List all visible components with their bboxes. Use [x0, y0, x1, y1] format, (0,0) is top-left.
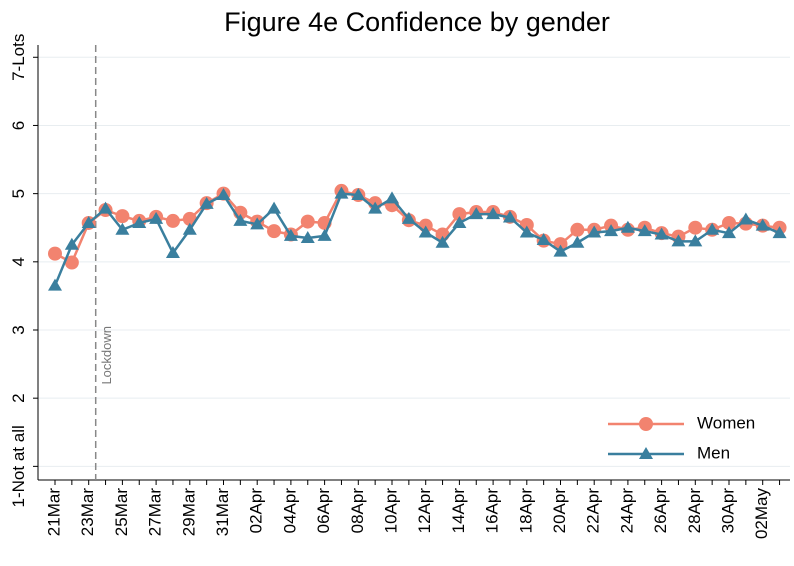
data-point — [705, 222, 720, 235]
x-tick-label: 10Apr — [381, 488, 400, 534]
y-tick-label: 6 — [9, 121, 28, 130]
legend-marker — [639, 447, 653, 459]
data-point — [165, 245, 180, 258]
data-point — [149, 211, 164, 224]
x-tick-label: 04Apr — [280, 488, 299, 534]
x-tick-label: 23Mar — [78, 488, 97, 537]
legend-marker — [639, 417, 653, 431]
data-point — [772, 226, 787, 239]
data-point — [115, 222, 130, 235]
x-tick-label: 14Apr — [449, 488, 468, 534]
data-point — [115, 209, 130, 224]
data-point — [418, 225, 433, 238]
data-point — [654, 227, 669, 240]
x-tick-label: 06Apr — [314, 488, 333, 534]
data-point — [722, 215, 736, 230]
data-point — [48, 246, 62, 261]
y-tick-label: 1-Not at all — [9, 425, 28, 507]
data-point — [351, 188, 366, 200]
data-point — [199, 196, 214, 209]
data-point — [132, 215, 147, 228]
x-tick-label: 28Apr — [685, 488, 704, 534]
data-point — [48, 278, 62, 291]
x-tick-label: 29Mar — [179, 488, 198, 537]
data-point — [469, 207, 484, 220]
data-point — [250, 217, 265, 230]
data-point — [570, 222, 585, 237]
data-point — [165, 213, 180, 228]
x-tick-label: 12Apr — [415, 488, 434, 534]
y-tick-label: 5 — [9, 189, 28, 198]
x-tick-label: 02May — [752, 488, 771, 540]
y-tick-label: 4 — [9, 257, 28, 266]
data-point — [401, 211, 416, 224]
data-point — [688, 234, 703, 247]
data-point — [300, 230, 315, 243]
data-point — [81, 215, 96, 228]
data-point — [98, 201, 113, 214]
data-point — [620, 220, 635, 233]
data-point — [385, 191, 399, 204]
x-tick-label: 16Apr — [483, 488, 502, 534]
data-point — [435, 235, 450, 248]
legend-label: Women — [697, 413, 755, 432]
data-point — [452, 207, 467, 222]
annotation: Lockdown — [99, 326, 114, 385]
data-point — [587, 225, 602, 238]
data-point — [536, 233, 551, 245]
x-tick-label: 22Apr — [584, 488, 603, 534]
y-tick-label: 3 — [9, 325, 28, 334]
x-tick-label: 20Apr — [550, 488, 569, 534]
x-tick-label: 25Mar — [112, 488, 131, 537]
data-point — [334, 186, 349, 199]
data-point — [553, 244, 568, 257]
x-tick-label: 21Mar — [44, 488, 63, 537]
x-tick-label: 27Mar — [146, 488, 165, 537]
data-point — [637, 224, 652, 237]
data-point — [182, 222, 197, 235]
data-point — [283, 228, 298, 241]
data-point — [267, 224, 282, 239]
data-point — [671, 234, 686, 247]
data-point — [604, 224, 619, 237]
data-point — [64, 237, 79, 250]
data-point — [502, 210, 517, 223]
data-point — [486, 207, 501, 220]
x-tick-label: 30Apr — [718, 488, 737, 534]
data-point — [233, 213, 248, 226]
y-tick-label: 7-Lots — [9, 34, 28, 81]
data-point — [368, 201, 383, 214]
x-tick-label: 24Apr — [617, 488, 636, 534]
y-tick-label: 2 — [9, 393, 28, 402]
data-point — [519, 225, 534, 238]
x-tick-label: 02Apr — [247, 488, 266, 534]
data-point — [722, 226, 736, 239]
data-point — [64, 255, 79, 270]
data-point — [452, 215, 467, 228]
data-point — [755, 218, 770, 231]
data-point — [267, 201, 282, 214]
x-tick-label: 08Apr — [348, 488, 367, 534]
series-line — [53, 192, 781, 287]
data-point — [216, 188, 231, 200]
data-point — [570, 235, 585, 248]
x-tick-label: 26Apr — [651, 488, 670, 534]
x-tick-label: 18Apr — [516, 488, 535, 534]
data-point — [317, 228, 332, 241]
x-tick-label: 31Mar — [213, 488, 232, 537]
legend-label: Men — [697, 443, 730, 462]
data-point — [738, 212, 753, 225]
chart-title: Figure 4e Confidence by gender — [224, 7, 610, 37]
data-point — [688, 220, 703, 235]
data-point — [300, 214, 315, 229]
data-point — [553, 237, 568, 252]
